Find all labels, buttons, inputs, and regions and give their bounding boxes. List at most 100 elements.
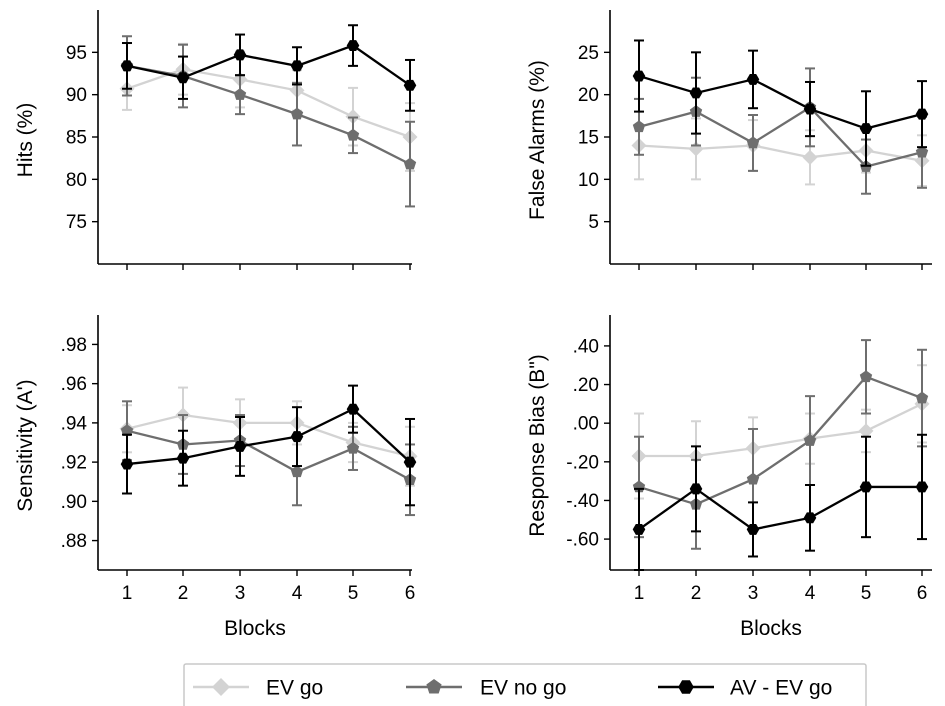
series-line xyxy=(638,375,923,506)
data-point xyxy=(803,434,817,446)
data-point xyxy=(915,145,929,158)
series-line xyxy=(638,105,923,168)
y-tick-label: .92 xyxy=(61,453,87,474)
legend-entry-ev-no-go: EV no go xyxy=(406,677,566,700)
data-point xyxy=(689,87,703,99)
data-point xyxy=(290,431,304,443)
data-point xyxy=(346,441,360,454)
y-axis-label: False Alarms (%) xyxy=(526,60,549,220)
data-point xyxy=(176,72,190,84)
data-point xyxy=(859,123,873,134)
legend-marker xyxy=(426,679,442,694)
series-line xyxy=(638,144,923,162)
data-point xyxy=(403,157,417,170)
legend-label: EV go xyxy=(266,677,323,700)
data-point xyxy=(120,60,134,72)
y-tick-label: 25 xyxy=(578,43,599,64)
data-point xyxy=(233,440,247,452)
data-point xyxy=(859,370,873,383)
y-tick-label: 85 xyxy=(66,128,87,149)
series-line xyxy=(126,413,411,458)
data-point xyxy=(689,483,703,495)
series-ev-go xyxy=(119,42,418,172)
x-axis-label: Blocks xyxy=(740,617,802,640)
y-tick-label: 90 xyxy=(66,85,87,106)
data-point xyxy=(403,456,417,468)
x-tick-label: 3 xyxy=(235,583,246,604)
data-point xyxy=(632,70,646,82)
series-line xyxy=(126,44,411,87)
data-point xyxy=(176,452,190,464)
x-tick-label: 1 xyxy=(122,583,133,604)
legend-label: AV - EV go xyxy=(730,677,832,700)
data-point xyxy=(803,512,817,524)
data-point xyxy=(915,108,929,120)
data-point xyxy=(802,149,818,165)
panel-top-left: 75 80 85 90 95 Hits (%) xyxy=(14,10,418,270)
data-point xyxy=(632,523,646,535)
y-tick-label: .98 xyxy=(61,335,87,356)
y-tick-label: 5 xyxy=(588,212,599,233)
y-tick-label: 75 xyxy=(66,212,87,233)
series-av-ev-go xyxy=(120,384,417,507)
legend-entry-av-ev-go: AV - EV go xyxy=(658,677,832,700)
y-tick-label: .94 xyxy=(61,413,88,434)
data-point xyxy=(746,136,760,149)
panel-bottom-left: .88 .90 .92 .94 .96 .98 1 2 3 4 5 6 Sensitivity (A')… xyxy=(14,315,418,640)
legend-marker xyxy=(678,680,694,694)
data-point xyxy=(803,103,817,115)
y-tick-label: .96 xyxy=(61,374,87,395)
legend-entry-ev-go: EV go xyxy=(193,677,323,700)
y-tick-label: -.20 xyxy=(566,452,599,473)
data-point xyxy=(120,424,134,436)
series-av-ev-go xyxy=(632,433,929,571)
y-tick-label: -.40 xyxy=(566,491,599,512)
series-line xyxy=(639,402,923,458)
data-point xyxy=(632,120,646,133)
series-av-ev-go xyxy=(120,24,417,112)
x-tick-label: 4 xyxy=(292,583,303,604)
y-tick-label: 15 xyxy=(578,128,599,149)
legend: EV go EV no go AV - EV go xyxy=(183,663,867,706)
y-axis-label: Response Bias (B") xyxy=(526,354,549,537)
x-tick-label: 1 xyxy=(634,583,645,604)
y-tick-label: 80 xyxy=(66,170,87,191)
y-tick-label: .00 xyxy=(573,414,599,435)
series-line xyxy=(638,74,923,130)
series-line xyxy=(126,64,411,166)
series-line xyxy=(126,68,411,139)
data-point xyxy=(120,458,134,470)
legend-marker xyxy=(212,678,230,696)
x-tick-label: 3 xyxy=(748,583,759,604)
panel-bottom-right: -.60 -.40 -.20 .00 .20 .40 1 2 3 4 5 6 Response Bias… xyxy=(526,315,932,640)
x-tick-label: 4 xyxy=(805,583,816,604)
data-point xyxy=(859,481,873,493)
data-point xyxy=(346,403,360,415)
data-point xyxy=(346,128,360,141)
series-line xyxy=(126,429,411,481)
data-point xyxy=(290,465,304,478)
data-point xyxy=(233,49,247,61)
panel-top-right: 5 10 15 20 25 False Alarms (%) xyxy=(526,10,932,270)
series-av-ev-go xyxy=(632,39,929,167)
y-tick-label: 20 xyxy=(578,85,599,106)
data-point xyxy=(746,472,760,485)
x-tick-label: 6 xyxy=(405,583,416,604)
y-tick-label: .40 xyxy=(573,336,599,357)
legend-label: EV no go xyxy=(480,677,566,700)
series-line xyxy=(638,485,922,531)
data-point xyxy=(290,107,304,120)
x-tick-label: 5 xyxy=(348,583,359,604)
data-point xyxy=(915,391,929,404)
legend-frame xyxy=(183,663,867,706)
x-tick-label: 2 xyxy=(178,583,189,604)
y-axis-label: Sensitivity (A') xyxy=(14,379,37,511)
x-tick-label: 2 xyxy=(691,583,702,604)
y-tick-label: .20 xyxy=(573,375,599,396)
x-tick-label: 5 xyxy=(861,583,872,604)
data-point xyxy=(346,40,360,52)
data-point xyxy=(746,73,760,85)
x-tick-label: 6 xyxy=(917,583,928,604)
series-line xyxy=(126,407,411,466)
